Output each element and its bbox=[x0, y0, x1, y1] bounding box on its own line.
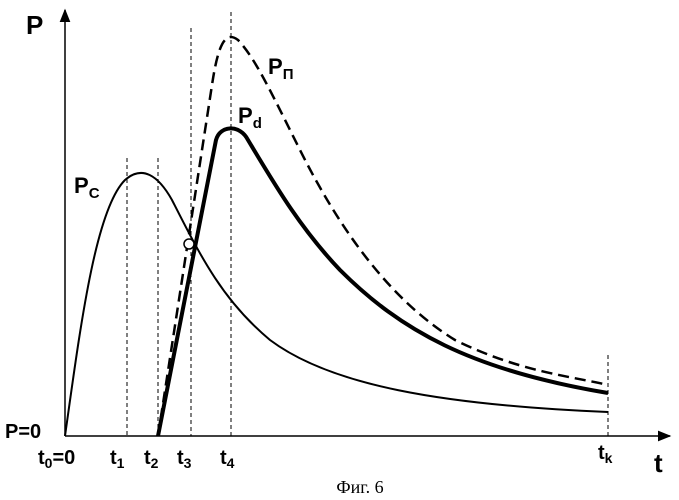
x-axis-label: t bbox=[654, 448, 663, 478]
curve-pc bbox=[64, 171, 609, 437]
label-tk: tk bbox=[598, 442, 613, 466]
label-t0: t0=0 bbox=[38, 447, 75, 471]
origin-label: P=0 bbox=[5, 421, 41, 443]
label-pc: PC bbox=[74, 173, 100, 202]
label-t2: t2 bbox=[144, 447, 159, 471]
label-pd: Pd bbox=[238, 103, 262, 132]
curve-pd bbox=[156, 126, 609, 437]
y-axis-label: P bbox=[26, 10, 43, 40]
label-t1: t1 bbox=[110, 447, 125, 471]
label-t4: t4 bbox=[220, 447, 235, 471]
label-t3: t3 bbox=[177, 447, 192, 471]
intersection-point bbox=[183, 238, 195, 250]
figure-caption: Фиг. 6 bbox=[336, 477, 383, 497]
label-pp: PП bbox=[268, 54, 293, 83]
curve-pp bbox=[156, 35, 609, 437]
